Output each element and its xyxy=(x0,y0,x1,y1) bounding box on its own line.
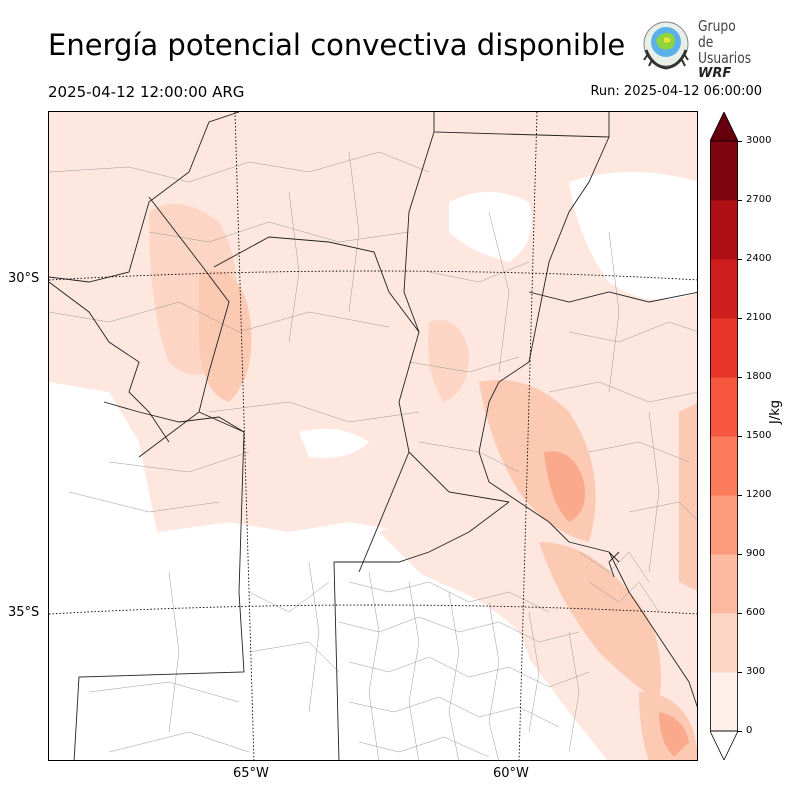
cape-area-medium-3 xyxy=(428,320,469,402)
colorbar-tick-label: 2100 xyxy=(746,312,772,323)
lon-label-65w: 65°W xyxy=(233,766,269,781)
colorbar-tick-mark xyxy=(738,672,742,673)
cape-area-medium-5 xyxy=(539,542,661,702)
colorbar-tick-mark xyxy=(738,613,742,614)
cape-area-medium-6 xyxy=(679,403,697,591)
colorbar-frame xyxy=(710,140,738,732)
colorbar-tick-mark xyxy=(738,377,742,378)
province-boundaries xyxy=(49,112,697,760)
valid-time: 2025-04-12 12:00:00 ARG xyxy=(48,83,245,101)
colorbar-tick-mark xyxy=(738,731,742,732)
cape-gap-1 xyxy=(449,192,532,262)
cape-area-strong-2 xyxy=(659,712,689,757)
colorbar xyxy=(710,112,738,760)
colorbar-tick-label: 300 xyxy=(746,666,766,677)
lat-label-30s: 30°S xyxy=(8,271,40,286)
colorbar-tick-label: 1200 xyxy=(746,489,772,500)
logo-line-1: Grupo de xyxy=(698,17,736,51)
cape-area-medium-2 xyxy=(199,270,252,402)
colorbar-segment xyxy=(710,436,738,496)
colorbar-tick-mark xyxy=(738,259,742,260)
lat-label-35s: 35°S xyxy=(8,605,40,620)
map-svg xyxy=(49,112,697,760)
colorbar-tick-mark xyxy=(738,495,742,496)
colorbar-tick-label: 1800 xyxy=(746,371,772,382)
colorbar-tick-mark xyxy=(738,554,742,555)
colorbar-tick-mark xyxy=(738,436,742,437)
colorbar-segment xyxy=(710,672,738,732)
colorbar-under-triangle xyxy=(710,730,738,760)
page-title: Energía potencial convectiva disponible xyxy=(48,28,626,62)
wrf-globe-icon xyxy=(643,21,689,70)
cape-map xyxy=(48,111,698,761)
cape-gap-3 xyxy=(49,382,159,552)
colorbar-tick-label: 3000 xyxy=(746,135,772,146)
wrf-logo: Grupo de Usuarios WRF xyxy=(638,16,763,81)
cape-area-light-se xyxy=(379,412,697,760)
colorbar-segment xyxy=(710,318,738,378)
department-boundaries xyxy=(49,151,697,760)
colorbar-segment xyxy=(710,141,738,201)
colorbar-tick-label: 2700 xyxy=(746,194,772,205)
cape-gap-4 xyxy=(299,428,369,458)
lon-label-60w: 60°W xyxy=(493,766,529,781)
colorbar-tick-mark xyxy=(738,318,742,319)
cape-area-strong-1 xyxy=(544,451,585,522)
colorbar-segment xyxy=(710,554,738,614)
colorbar-segment xyxy=(710,495,738,555)
colorbar-tick-label: 900 xyxy=(746,548,766,559)
colorbar-segment xyxy=(710,377,738,437)
colorbar-tick-label: 1500 xyxy=(746,430,772,441)
logo-line-3: WRF xyxy=(698,66,732,81)
colorbar-tick-label: 600 xyxy=(746,607,766,618)
graticule xyxy=(49,112,697,760)
colorbar-unit: J/kg xyxy=(768,400,783,424)
cape-gap-5 xyxy=(49,542,439,760)
colorbar-over-triangle xyxy=(710,112,738,142)
colorbar-segment xyxy=(710,200,738,260)
colorbar-tick-mark xyxy=(738,200,742,201)
logo-line-2: Usuarios xyxy=(698,49,752,67)
colorbar-tick-label: 0 xyxy=(746,725,753,736)
colorbar-segment xyxy=(710,259,738,319)
colorbar-segment xyxy=(710,613,738,673)
colorbar-tick-mark xyxy=(738,141,742,142)
cape-gap-2 xyxy=(569,172,697,300)
colorbar-tick-label: 2400 xyxy=(746,253,772,264)
run-time: Run: 2025-04-12 06:00:00 xyxy=(590,84,762,99)
